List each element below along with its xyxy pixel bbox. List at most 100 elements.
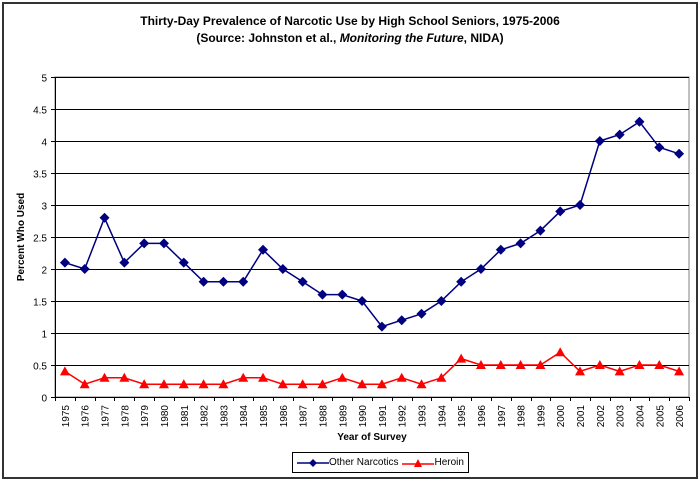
diamond-marker: [575, 200, 586, 210]
x-tick-label: 1992: [398, 405, 409, 428]
triangle-marker: [376, 379, 387, 389]
x-tick-label: 1984: [239, 405, 250, 428]
legend-item-heroin: Heroin: [402, 457, 464, 468]
x-tick-label: 1999: [536, 405, 547, 428]
x-tick-label: 1978: [120, 405, 131, 428]
triangle-marker: [357, 379, 368, 389]
triangle-marker-icon: [402, 458, 435, 467]
x-tick-label: 1980: [160, 405, 171, 428]
x-tick-label: 1995: [457, 405, 468, 428]
triangle-marker: [158, 379, 169, 389]
diamond-marker: [337, 289, 348, 300]
x-tick-label: 2000: [556, 405, 567, 428]
chart-title: Thirty-Day Prevalence of Narcotic Use by…: [140, 14, 560, 28]
diamond-marker: [357, 296, 368, 306]
diamond-marker: [416, 308, 427, 319]
y-axis-label: Percent Who Used: [16, 193, 27, 281]
diamond-marker: [396, 315, 407, 326]
diamond-marker: [535, 225, 546, 236]
diamond-marker: [277, 264, 288, 274]
y-tick-label: 3: [41, 202, 47, 213]
y-tick-label: 0: [41, 394, 47, 405]
y-tick-label: 2: [41, 266, 47, 277]
diamond-marker-icon: [297, 458, 329, 467]
x-tick-label: 1990: [358, 405, 369, 428]
diamond-marker: [456, 276, 467, 287]
diamond-marker: [198, 276, 209, 287]
triangle-marker: [59, 366, 70, 376]
diamond-marker: [436, 296, 447, 306]
triangle-marker: [238, 372, 249, 382]
triangle-marker: [436, 372, 447, 382]
chart-title-block: Thirty-Day Prevalence of Narcotic Use by…: [0, 13, 700, 47]
x-tick-label: 1989: [338, 405, 349, 428]
diamond-marker: [515, 238, 526, 249]
y-tick-label: 4: [41, 138, 47, 149]
y-tick-label: 1: [41, 330, 47, 341]
diamond-marker: [634, 116, 645, 127]
diamond-marker: [475, 264, 486, 274]
diamond-marker: [674, 148, 685, 159]
triangle-marker: [178, 379, 189, 389]
x-tick-label: 1985: [259, 405, 270, 428]
x-tick-label: 2002: [596, 405, 607, 428]
diamond-marker: [317, 289, 328, 300]
diamond-marker: [594, 136, 605, 146]
diamond-marker: [297, 276, 308, 287]
chart-subtitle: (Source: Johnston et al., Monitoring the…: [196, 31, 504, 45]
x-tick-label: 1987: [299, 405, 310, 428]
diamond-marker: [654, 142, 665, 153]
triangle-marker: [535, 360, 546, 369]
diamond-marker: [59, 257, 70, 268]
diamond-marker: [555, 206, 566, 217]
triangle-marker: [634, 360, 645, 369]
x-tick-label: 1983: [219, 405, 230, 428]
x-tick-label: 1994: [437, 405, 448, 428]
diamond-marker: [158, 238, 169, 249]
x-tick-label: 1997: [497, 405, 508, 428]
x-tick-label: 1998: [517, 405, 528, 428]
legend: Other Narcotics Heroin: [292, 452, 469, 473]
triangle-marker: [258, 372, 269, 382]
x-axis-label: Year of Survey: [337, 432, 407, 443]
diamond-marker: [218, 276, 229, 287]
diamond-marker: [139, 238, 150, 249]
triangle-marker: [515, 360, 526, 369]
diamond-marker: [258, 244, 269, 255]
x-tick-label: 1988: [318, 405, 329, 428]
triangle-marker: [654, 360, 665, 369]
x-tick-label: 1982: [200, 405, 211, 428]
diamond-marker: [495, 244, 506, 255]
triangle-marker: [594, 360, 605, 369]
triangle-marker: [218, 379, 229, 389]
legend-item-other-narcotics: Other Narcotics: [297, 457, 398, 468]
x-tick-label: 1986: [279, 405, 290, 428]
x-tick-label: 2005: [655, 405, 666, 428]
triangle-marker: [119, 372, 130, 382]
x-tick-label: 1991: [378, 405, 389, 428]
x-tick-label: 1976: [81, 405, 92, 428]
x-tick-label: 2004: [635, 405, 646, 428]
diamond-marker: [614, 129, 625, 140]
triangle-marker: [475, 360, 486, 369]
y-tick-label: 3.5: [33, 170, 47, 181]
triangle-marker: [277, 379, 288, 389]
diamond-marker: [119, 257, 130, 268]
series-line: [64, 351, 680, 386]
x-tick-label: 1977: [101, 405, 112, 428]
triangle-marker: [495, 360, 506, 369]
x-tick-label: 2003: [616, 405, 627, 428]
x-tick-label: 1996: [477, 405, 488, 428]
triangle-marker: [337, 372, 348, 382]
diamond-marker: [99, 212, 110, 223]
triangle-marker: [555, 347, 566, 357]
y-tick-label: 5: [41, 74, 47, 85]
x-tick-label: 2001: [576, 405, 587, 428]
y-tick-label: 1.5: [33, 298, 47, 309]
y-tick-label: 2.5: [33, 234, 47, 245]
x-tick-label: 1981: [180, 405, 191, 428]
diamond-marker: [79, 264, 90, 274]
y-tick-label: 0.5: [33, 362, 47, 373]
triangle-marker: [317, 379, 328, 389]
